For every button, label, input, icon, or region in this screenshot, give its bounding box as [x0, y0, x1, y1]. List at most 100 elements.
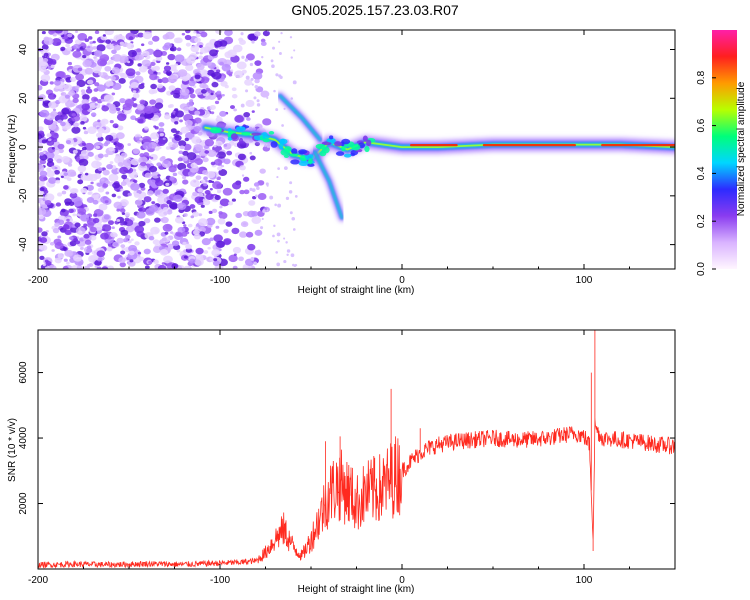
noise-speckle — [245, 89, 249, 93]
noise-blob — [231, 93, 238, 99]
noise-blob — [134, 54, 143, 61]
noise-speckle — [277, 167, 280, 171]
snr-plot-area — [38, 330, 675, 569]
noise-blob — [260, 38, 266, 43]
noise-blob — [221, 94, 225, 97]
noise-blob — [185, 42, 191, 47]
noise-blob — [130, 82, 139, 89]
noise-blob — [195, 175, 202, 180]
noise-blob — [46, 170, 56, 178]
noise-blob — [97, 153, 104, 159]
noise-blob — [238, 37, 244, 42]
noise-blob — [111, 193, 117, 198]
snr-x-tick-label: 100 — [576, 575, 593, 586]
noise-blob — [77, 165, 87, 173]
colorbar-tick-label: 0.2 — [696, 214, 707, 228]
noise-blob — [150, 61, 156, 67]
noise-blob — [148, 260, 153, 264]
noise-blob — [91, 250, 98, 256]
noise-blob — [108, 146, 115, 152]
noise-blob — [63, 185, 69, 190]
noise-blob — [186, 152, 197, 161]
noise-blob — [187, 223, 193, 228]
noise-blob — [41, 139, 48, 144]
noise-blob — [125, 234, 131, 240]
noise-blob — [223, 238, 232, 245]
noise-blob — [60, 38, 66, 44]
noise-blob — [204, 138, 215, 147]
noise-blob — [39, 255, 45, 261]
snr-axes: -200 -100 0 100 2000 4000 6000 — [18, 330, 676, 586]
noise-blob — [108, 103, 116, 110]
track-blob — [335, 151, 345, 156]
noise-blob — [104, 140, 111, 145]
noise-blob — [239, 231, 248, 238]
noise-blob — [69, 192, 78, 199]
noise-blob — [78, 115, 88, 122]
noise-blob — [72, 198, 83, 207]
noise-blob — [64, 229, 72, 236]
noise-blob — [61, 156, 70, 163]
noise-blob — [110, 76, 116, 81]
noise-blob — [151, 201, 156, 205]
noise-speckle — [281, 124, 284, 127]
noise-blob — [95, 161, 102, 167]
noise-speckle — [273, 224, 276, 228]
noise-blob — [173, 37, 181, 44]
noise-blob — [121, 174, 128, 180]
noise-blob — [96, 182, 103, 187]
noise-blob — [183, 255, 188, 259]
noise-speckle — [276, 232, 281, 237]
noise-speckle — [275, 251, 278, 254]
snr-series-line — [38, 330, 675, 569]
track-blob — [261, 132, 268, 137]
noise-blob — [216, 90, 222, 95]
noise-blob — [254, 31, 261, 37]
noise-blob — [251, 210, 259, 217]
noise-speckle — [278, 52, 282, 55]
track-blob — [334, 141, 342, 147]
noise-blob — [143, 218, 151, 224]
noise-blob — [192, 191, 198, 197]
noise-blob — [66, 169, 77, 177]
noise-blob — [221, 64, 231, 72]
noise-blob — [94, 265, 99, 268]
noise-blob — [79, 171, 84, 175]
noise-blob — [108, 173, 119, 182]
noise-blob — [198, 55, 204, 60]
noise-blob — [103, 74, 110, 80]
noise-blob — [191, 136, 201, 144]
noise-blob — [100, 178, 105, 182]
noise-blob — [137, 118, 144, 124]
noise-blob — [178, 140, 187, 147]
noise-blob — [214, 40, 223, 48]
noise-blob — [237, 153, 247, 161]
upper-branch-band — [279, 94, 322, 141]
noise-blob — [171, 263, 179, 269]
noise-blob — [130, 183, 140, 191]
noise-blob — [103, 94, 114, 103]
noise-speckle — [256, 99, 260, 103]
noise-blob — [166, 209, 173, 215]
noise-blob — [54, 169, 60, 175]
snr-x-tick-label: -100 — [210, 575, 230, 586]
noise-blob — [126, 42, 135, 49]
noise-blob — [186, 101, 194, 108]
noise-blob — [176, 202, 187, 211]
noise-blob — [62, 265, 69, 269]
noise-blob — [94, 103, 98, 106]
noise-blob — [39, 109, 50, 118]
noise-blob — [177, 69, 188, 78]
noise-blob — [140, 161, 147, 167]
noise-speckle — [254, 85, 259, 89]
noise-blob — [198, 213, 203, 217]
noise-blob — [117, 125, 124, 131]
noise-blob — [134, 241, 140, 246]
noise-blob — [200, 46, 209, 54]
noise-blob — [156, 162, 162, 167]
noise-blob — [220, 80, 228, 87]
noise-blob — [84, 38, 90, 42]
noise-blob — [219, 198, 230, 207]
noise-speckle — [292, 228, 296, 231]
noise-blob — [129, 259, 134, 263]
